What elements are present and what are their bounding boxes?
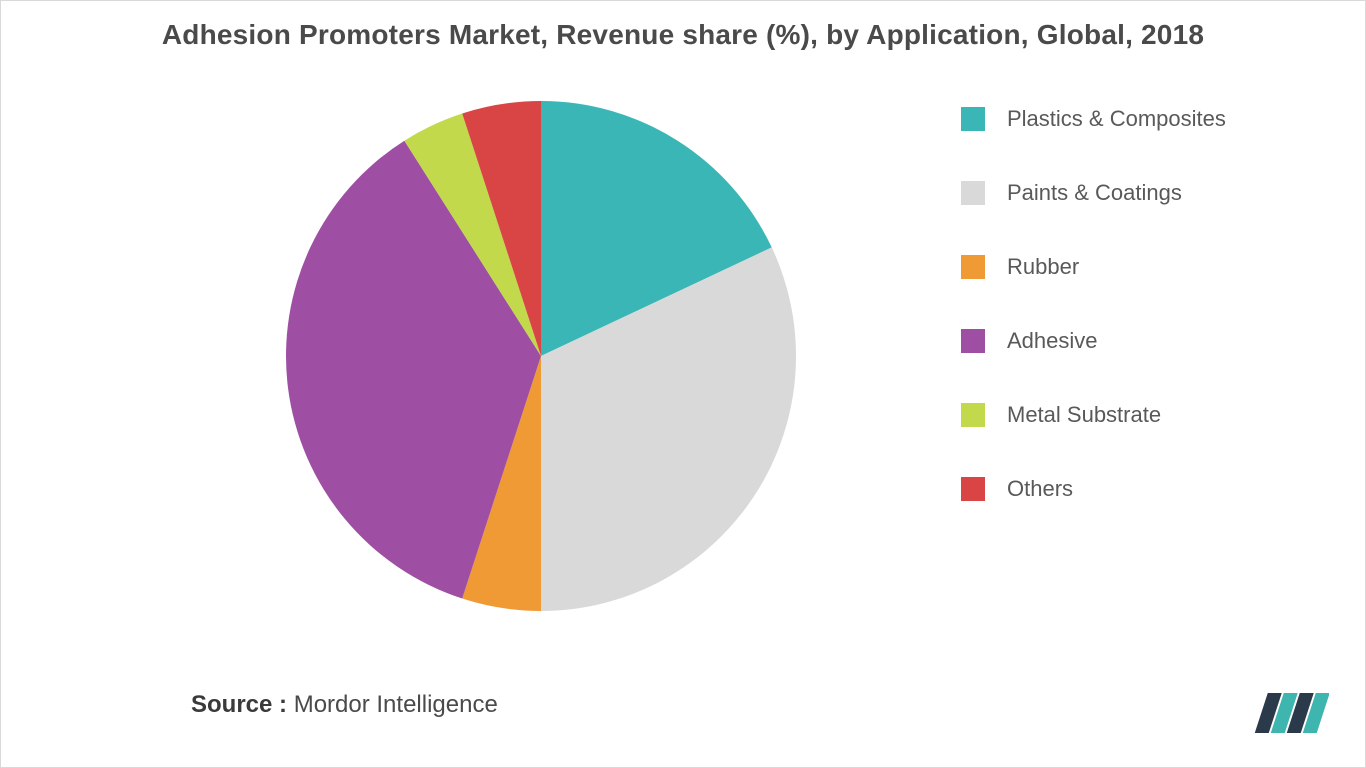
legend-swatch xyxy=(961,107,985,131)
legend-item: Adhesive xyxy=(961,328,1281,354)
legend-label: Others xyxy=(1007,476,1073,502)
legend-label: Metal Substrate xyxy=(1007,402,1161,428)
legend-label: Plastics & Composites xyxy=(1007,106,1226,132)
legend: Plastics & Composites Paints & Coatings Ru… xyxy=(961,106,1281,550)
source-value: Mordor Intelligence xyxy=(294,691,498,718)
pie-svg xyxy=(271,86,811,626)
legend-label: Paints & Coatings xyxy=(1007,180,1182,206)
legend-label: Rubber xyxy=(1007,254,1079,280)
legend-item: Paints & Coatings xyxy=(961,180,1281,206)
legend-item: Others xyxy=(961,476,1281,502)
pie-chart xyxy=(271,86,811,626)
legend-swatch xyxy=(961,403,985,427)
chart-page: Adhesion Promoters Market, Revenue share… xyxy=(0,0,1366,768)
legend-swatch xyxy=(961,255,985,279)
legend-label: Adhesive xyxy=(1007,328,1098,354)
legend-swatch xyxy=(961,181,985,205)
legend-item: Plastics & Composites xyxy=(961,106,1281,132)
logo-svg xyxy=(1249,683,1329,737)
brand-logo xyxy=(1249,683,1329,737)
legend-item: Metal Substrate xyxy=(961,402,1281,428)
legend-swatch xyxy=(961,329,985,353)
source-label: Source : xyxy=(191,691,287,718)
chart-title: Adhesion Promoters Market, Revenue share… xyxy=(1,19,1365,51)
source-attribution: Source : Mordor Intelligence xyxy=(191,691,498,719)
legend-item: Rubber xyxy=(961,254,1281,280)
legend-swatch xyxy=(961,477,985,501)
